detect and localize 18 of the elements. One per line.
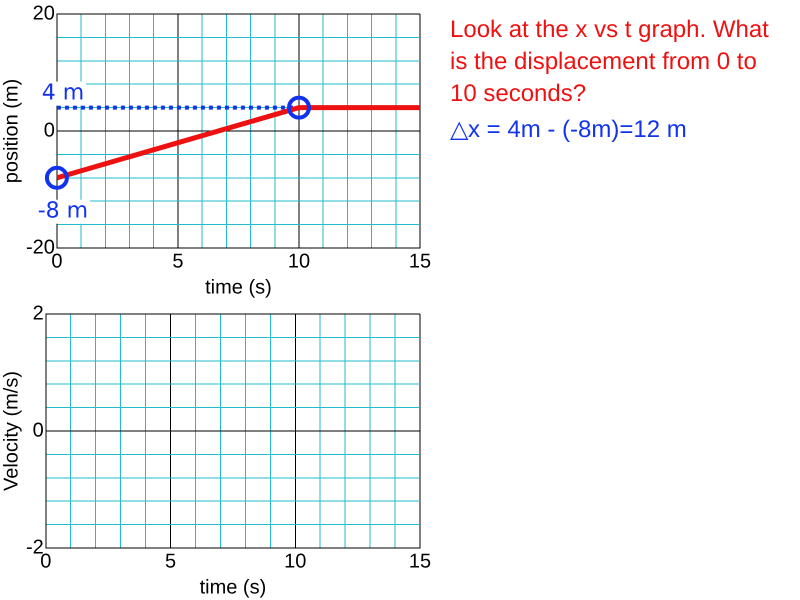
x-tick-label: 15: [408, 550, 432, 573]
y-axis-title: position (m): [0, 78, 23, 184]
y-tick-label: 2: [32, 302, 44, 325]
x-tick-label: 10: [284, 550, 306, 573]
text: Look at the x vs t graph. What is the displacement from 0 to 10 seconds?: [450, 15, 770, 109]
annotation: -8 m: [38, 198, 88, 224]
y-tick-label: 0: [44, 120, 55, 142]
annotation: 4 m: [42, 80, 84, 106]
x-tick-label: 10: [288, 250, 310, 273]
y-tick-label: 0: [32, 420, 44, 442]
y-axis-title: Velocity (m/s): [0, 370, 23, 492]
x-tick-label: 15: [408, 250, 432, 273]
x-axis-title: time (s): [200, 576, 266, 599]
y-tick-label: 20: [32, 2, 55, 25]
x-axis-title: time (s): [205, 276, 272, 299]
x-tick-label: 5: [172, 250, 184, 273]
x-tick-label: 5: [164, 550, 176, 573]
text: △x = 4m - (-8m)=12 m: [450, 115, 688, 145]
